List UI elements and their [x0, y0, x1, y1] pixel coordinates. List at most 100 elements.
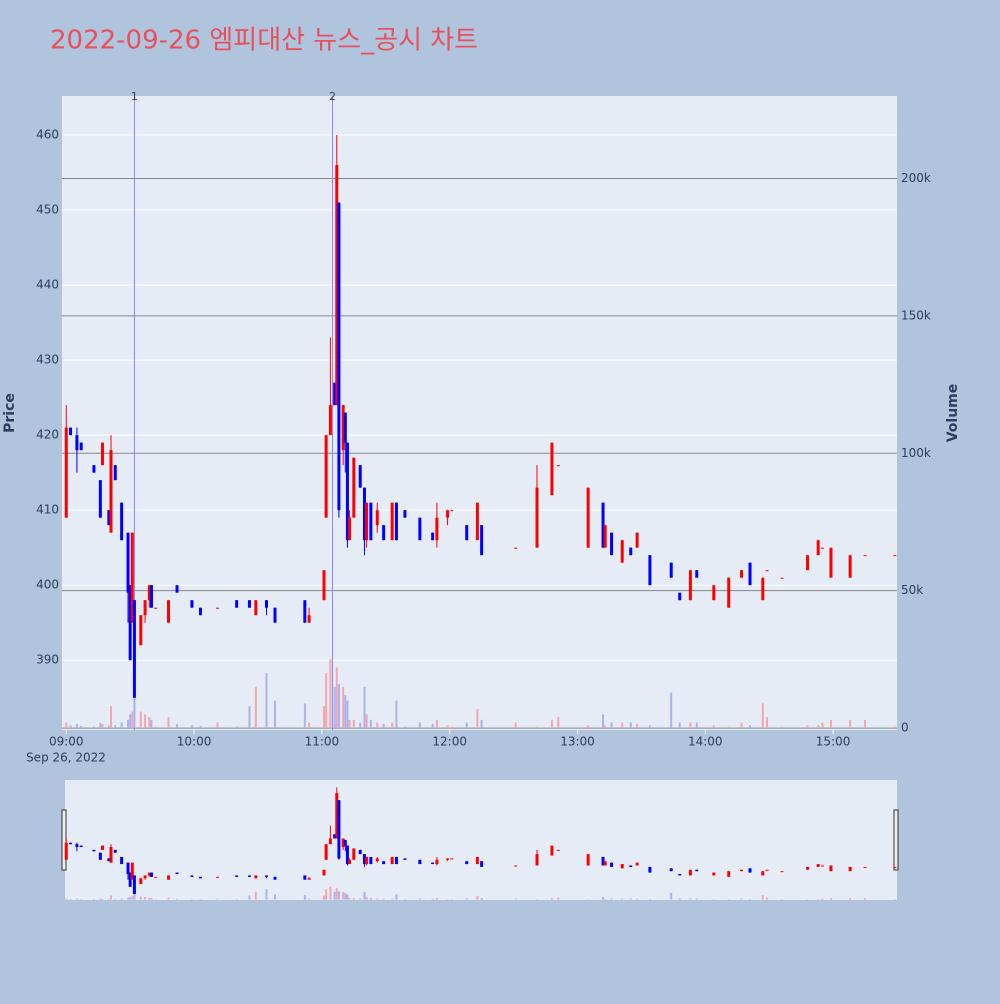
mini-candle-body [712, 872, 716, 876]
candle-body [712, 585, 716, 601]
mini-volume-bar [363, 891, 366, 900]
mini-candle-body [863, 866, 867, 868]
candle-body [620, 540, 624, 563]
mini-candle-body [635, 862, 639, 866]
candle-body [147, 585, 151, 601]
mini-volume-bar [648, 899, 651, 900]
candle-body [806, 555, 810, 571]
candle-body [154, 607, 158, 609]
mini-candle-body [669, 868, 673, 872]
mini-volume-bar [199, 899, 202, 900]
volume-bar [740, 722, 743, 729]
mini-candle-body [113, 849, 117, 853]
mini-volume-bar [817, 899, 820, 900]
candle-body [480, 525, 484, 556]
mini-candle-body [254, 875, 258, 879]
mini-volume-bar [101, 898, 104, 900]
mini-volume-bar [431, 898, 434, 900]
mini-candle-body [820, 865, 824, 867]
volume-bar [348, 719, 351, 729]
mini-volume-bar [480, 898, 483, 900]
x-tick-label: 14:00 [688, 735, 723, 749]
mini-candle-body [382, 861, 386, 865]
volume-bar [817, 725, 820, 729]
mini-volume-bar [780, 899, 783, 900]
mini-candle-body [143, 875, 147, 879]
mini-volume-bar [120, 898, 123, 900]
mini-candle-body [100, 845, 104, 850]
volume-bar [376, 722, 379, 729]
mini-candle-body [190, 875, 194, 877]
candle-body [175, 585, 179, 593]
candle-body [167, 600, 171, 623]
mini-volume-bar [587, 899, 590, 900]
candle-body [635, 532, 639, 548]
candle-body [107, 510, 111, 526]
candle-body [113, 465, 117, 481]
candle-body [669, 562, 673, 578]
candle-body [418, 517, 422, 541]
mini-candle-body [132, 875, 136, 894]
candle-body [362, 487, 366, 541]
candle-body [126, 532, 130, 593]
mini-volume-bar [391, 898, 394, 900]
mini-candle-body [235, 875, 239, 877]
mini-candle-body [343, 839, 347, 846]
candle-body [863, 555, 867, 557]
candle-body [465, 525, 469, 541]
mini-candle-body [688, 869, 692, 876]
mini-volume-bar [308, 898, 311, 900]
volume-bar [550, 719, 553, 729]
mini-candle-body [893, 866, 897, 868]
mini-candle-body [535, 854, 539, 866]
mini-candle-body [322, 869, 326, 876]
mini-candle-body [358, 849, 362, 855]
mini-volume-bar [325, 889, 328, 900]
volume-bar [190, 725, 193, 729]
slider-handle[interactable] [61, 809, 67, 871]
candle-body [816, 540, 820, 556]
volume-bar [780, 726, 783, 729]
volume-bar [167, 717, 170, 729]
mini-volume-bar [127, 898, 130, 900]
mini-volume-bar [446, 899, 449, 900]
volume-bar [465, 722, 468, 729]
mini-volume-bar [636, 898, 639, 900]
mini-candle-body [765, 869, 769, 871]
candle-body [303, 600, 307, 623]
mini-candle-body [695, 869, 699, 872]
volume-bar [821, 722, 824, 729]
mini-candle-body [475, 856, 479, 865]
mini-volume-bar [670, 892, 673, 900]
mini-candle-body [610, 862, 614, 867]
candle-body [128, 585, 132, 661]
mini-volume-bar [69, 899, 72, 900]
mini-volume-bar [167, 897, 170, 900]
mini-candle-body [761, 871, 765, 876]
mini-candle-body [92, 849, 96, 852]
volume-bar [359, 722, 362, 729]
mini-candle-body [446, 858, 450, 860]
mini-volume-bar [154, 899, 157, 900]
mini-volume-bar [766, 897, 769, 900]
candle-body [475, 502, 479, 541]
volume-bar [636, 723, 639, 729]
mini-candle-body [98, 852, 102, 860]
slider-handle[interactable] [893, 809, 899, 871]
candle-body [100, 442, 104, 466]
volume-bar [154, 726, 157, 729]
candle-body [688, 570, 692, 601]
mini-volume-bar [265, 889, 268, 900]
mini-candle-body [154, 876, 158, 878]
mini-candle-body [780, 871, 784, 873]
candle-body [98, 480, 102, 518]
mini-volume-bar [329, 886, 332, 900]
mini-volume-bar [139, 896, 142, 900]
volume-bar [199, 725, 202, 729]
mini-candle-body [341, 838, 345, 848]
mini-candle-body [198, 876, 202, 879]
mini-volume-bar [376, 898, 379, 900]
range-slider[interactable] [65, 780, 897, 900]
candle-body [264, 600, 268, 608]
mini-volume-bar [80, 899, 83, 900]
